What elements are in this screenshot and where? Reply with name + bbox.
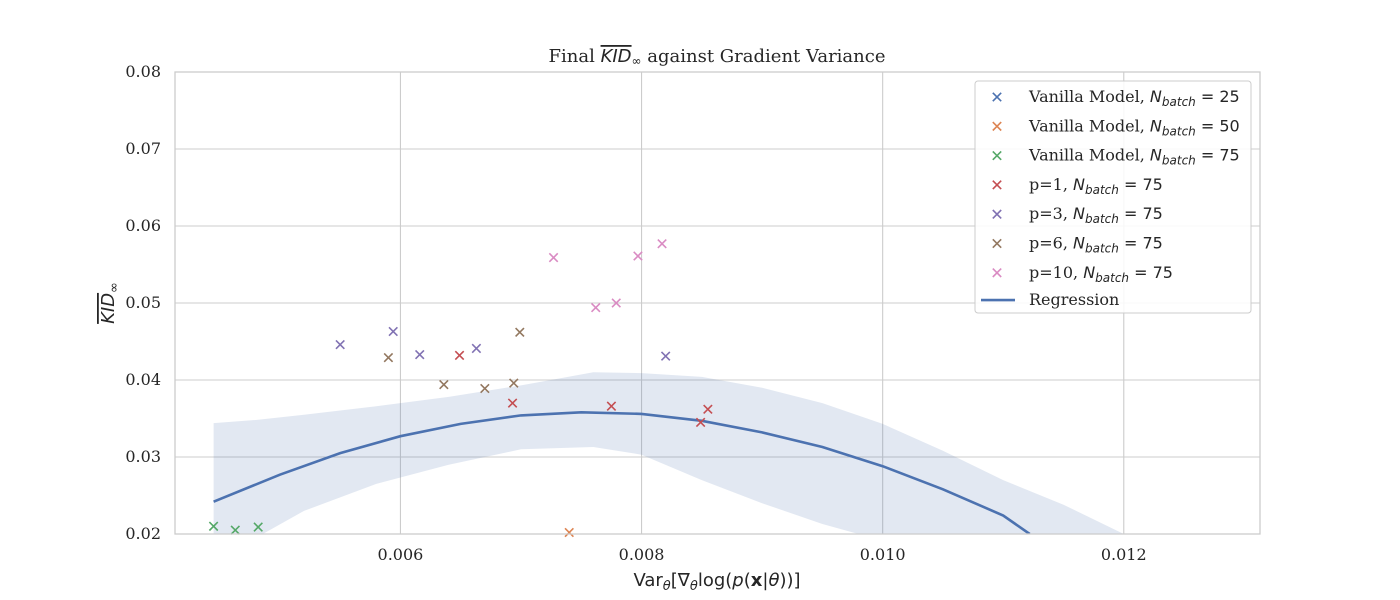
plot-frame (174, 71, 1261, 535)
legend-label: Vanilla Model, Nbatch = 50 (1028, 116, 1240, 138)
data-point (657, 238, 667, 249)
legend-item: Vanilla Model, Nbatch = 75 (992, 146, 1240, 168)
y-tick-label: 0.07 (125, 139, 161, 158)
data-point (564, 527, 574, 538)
legend-marker (992, 180, 1002, 190)
legend-label: p=1, Nbatch = 75 (1029, 175, 1163, 197)
data-point (253, 522, 263, 532)
data-point (335, 339, 345, 350)
legend-label: Vanilla Model, Nbatch = 25 (1028, 87, 1240, 109)
legend-item: Vanilla Model, Nbatch = 25 (992, 87, 1240, 109)
legend-item: p=3, Nbatch = 75 (992, 204, 1163, 226)
y-tick-labels: 0.02 0.03 0.04 0.05 0.06 0.07 0.08 (125, 62, 161, 543)
legend-item: p=1, Nbatch = 75 (992, 175, 1163, 197)
legend-marker (992, 150, 1002, 161)
data-point (208, 521, 219, 532)
legend-marker (992, 268, 1002, 278)
confidence-band-group (213, 372, 1124, 534)
legend-item: p=6, Nbatch = 75 (992, 234, 1163, 256)
x-tick-label: 0.008 (619, 545, 665, 564)
legend-marker (992, 121, 1002, 132)
legend-marker (992, 238, 1002, 249)
data-point (230, 525, 241, 535)
y-tick-label: 0.06 (125, 216, 161, 235)
legend: Vanilla Model, Nbatch = 25 Vanilla Model,… (974, 80, 1252, 314)
data-point (515, 327, 525, 338)
y-tick-label: 0.02 (125, 524, 161, 543)
data-point (388, 326, 398, 337)
legend-label: p=3, Nbatch = 75 (1029, 204, 1163, 226)
data-point (633, 251, 643, 261)
x-tick-label: 0.012 (1101, 545, 1147, 564)
data-point (383, 352, 394, 363)
data-point (660, 351, 671, 361)
legend-label: Regression (1029, 290, 1119, 309)
data-point (548, 252, 559, 263)
legend-marker (992, 92, 1002, 102)
data-point (611, 298, 621, 308)
data-point (439, 379, 449, 390)
legend-item: Vanilla Model, Nbatch = 50 (992, 116, 1240, 138)
x-tick-label: 0.006 (378, 545, 424, 564)
legend-label: Vanilla Model, Nbatch = 75 (1028, 146, 1240, 168)
regression-line-group (213, 410, 1031, 534)
data-point (480, 383, 490, 394)
legend-box (974, 80, 1252, 314)
data-point (507, 398, 518, 408)
data-point (606, 401, 617, 411)
regression-line (213, 410, 1031, 534)
legend-marker (992, 209, 1002, 219)
y-tick-label: 0.05 (125, 293, 161, 312)
data-point (695, 417, 706, 428)
data-point (414, 349, 425, 360)
y-tick-label: 0.03 (125, 447, 161, 466)
y-tick-label: 0.08 (125, 62, 161, 81)
confidence-band (213, 372, 1124, 534)
y-axis-label: KID∞ (98, 282, 122, 324)
data-point (703, 404, 713, 415)
data-point (508, 378, 519, 388)
data-point (454, 350, 465, 361)
legend-item: p=10, Nbatch = 75 (992, 263, 1173, 285)
chart-title: Final KID∞ against Gradient Variance (549, 46, 886, 68)
y-tick-label: 0.04 (125, 370, 161, 389)
x-tick-labels: 0.006 0.008 0.010 0.012 (378, 545, 1147, 564)
x-tick-label: 0.010 (860, 545, 906, 564)
data-point (471, 343, 482, 354)
x-axis-label: Varθ[∇θlog(p(x|θ))] (633, 570, 800, 594)
legend-label: p=10, Nbatch = 75 (1029, 263, 1173, 285)
legend-item-regression: Regression (981, 290, 1119, 309)
data-points (208, 238, 713, 538)
legend-label: p=6, Nbatch = 75 (1029, 234, 1163, 256)
data-point (590, 302, 601, 313)
